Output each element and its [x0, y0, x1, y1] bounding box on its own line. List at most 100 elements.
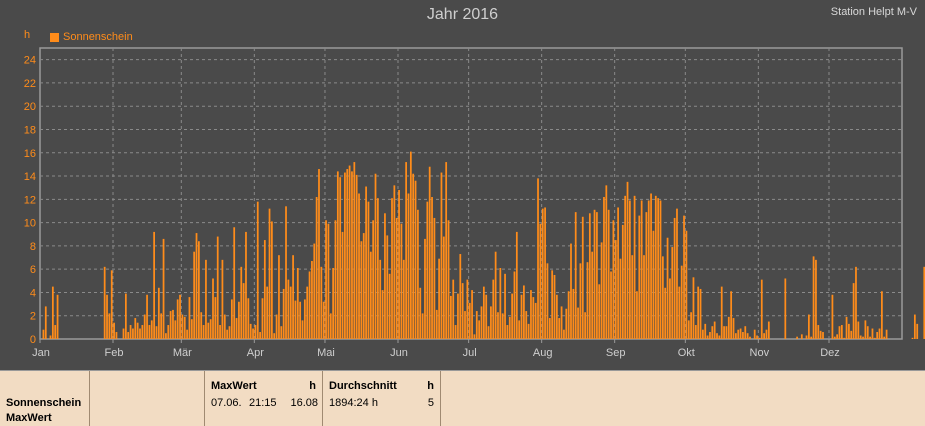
bar: [417, 209, 419, 339]
x-tick-label: Feb: [105, 347, 124, 359]
bar: [433, 217, 436, 339]
footer-avg-cell: Durchschnitt h 1894:24 h 5: [323, 371, 441, 426]
bar: [497, 312, 499, 339]
bar: [348, 165, 351, 339]
bar: [876, 332, 879, 339]
bar: [374, 173, 377, 339]
bar: [800, 334, 803, 339]
bar: [690, 312, 692, 339]
x-tick-label: Apr: [247, 347, 264, 359]
bar: [466, 279, 469, 339]
bar: [490, 306, 492, 339]
bar: [230, 299, 233, 339]
bar: [848, 323, 850, 339]
bar: [424, 238, 426, 339]
bar: [572, 288, 575, 339]
bar: [671, 247, 674, 339]
bar: [506, 325, 509, 339]
bar: [384, 213, 386, 339]
y-tick-label: 0: [30, 334, 36, 346]
y-tick-label: 20: [24, 101, 36, 113]
bar: [626, 181, 629, 339]
bar: [122, 328, 125, 339]
bar: [457, 293, 459, 339]
bar: [473, 334, 476, 339]
bar: [833, 336, 836, 339]
bar: [464, 311, 466, 339]
bar: [341, 231, 344, 339]
chart-area: 0 2 4 6 8 10 12 14 16 18 20 22 24 Jan Feb Mär Apr Mai Jun J…: [23, 6, 925, 359]
bar: [471, 290, 473, 339]
bar: [855, 266, 857, 339]
y-tick-label: 8: [30, 241, 36, 253]
bar: [666, 237, 669, 339]
bar: [190, 319, 193, 339]
bar: [685, 230, 688, 339]
bar: [327, 223, 330, 339]
bar: [256, 201, 259, 339]
bar: [588, 213, 591, 339]
bar: [110, 270, 113, 339]
bar: [579, 263, 582, 339]
bar: [878, 328, 881, 339]
bar: [624, 195, 627, 339]
bar: [720, 286, 723, 339]
bar: [683, 215, 685, 339]
bar: [913, 314, 916, 339]
bar: [753, 329, 756, 339]
footer-row-label-2: MaxWert: [6, 412, 52, 424]
bar: [369, 251, 372, 339]
bar: [353, 162, 356, 339]
bar: [292, 255, 294, 339]
bar: [871, 328, 874, 339]
bar: [718, 335, 721, 339]
bar: [259, 332, 261, 339]
bar: [713, 321, 716, 339]
bar: [360, 241, 363, 339]
bar: [584, 312, 587, 339]
bar: [487, 326, 490, 339]
max-header: MaxWert: [211, 380, 257, 392]
bar: [282, 288, 285, 339]
bar: [527, 323, 530, 339]
bar: [614, 240, 617, 339]
bar: [254, 325, 257, 339]
bar: [621, 224, 624, 339]
bar: [450, 295, 452, 339]
bar: [739, 328, 742, 339]
bar: [414, 180, 417, 339]
bar: [136, 322, 139, 339]
bar: [438, 258, 440, 339]
bar: [289, 286, 292, 339]
bar: [581, 216, 584, 339]
bar: [320, 266, 323, 339]
y-tick-label: 18: [24, 124, 36, 136]
bar: [440, 172, 443, 339]
bar: [661, 256, 664, 339]
bar: [132, 328, 134, 339]
bar: [515, 231, 518, 339]
bar: [153, 231, 156, 339]
bar: [351, 171, 353, 339]
bar: [103, 266, 106, 339]
bar: [299, 301, 302, 339]
bar: [169, 311, 172, 339]
bar: [188, 297, 191, 339]
bar: [209, 319, 212, 339]
bar: [499, 267, 502, 339]
bar: [402, 259, 405, 339]
bar: [205, 259, 207, 339]
bar: [275, 314, 278, 339]
x-tick-label: Mai: [317, 347, 335, 359]
bar: [56, 294, 59, 339]
bar: [873, 337, 876, 339]
bar: [911, 337, 914, 339]
x-tick-label: Jul: [463, 347, 477, 359]
y-tick-label: 4: [30, 287, 36, 299]
bar: [508, 316, 511, 339]
bar: [468, 302, 471, 339]
bar: [355, 174, 358, 339]
bar: [183, 316, 186, 339]
bar: [807, 314, 810, 339]
legend-swatch: [50, 32, 59, 42]
